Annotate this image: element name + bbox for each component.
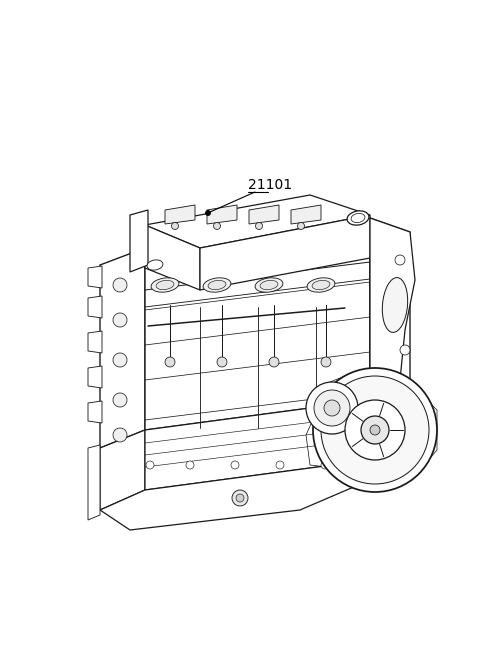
Circle shape (345, 400, 405, 460)
Ellipse shape (255, 278, 283, 292)
Ellipse shape (307, 278, 335, 292)
Circle shape (113, 278, 127, 292)
Ellipse shape (347, 211, 369, 225)
Circle shape (214, 223, 220, 229)
Polygon shape (145, 218, 370, 430)
Circle shape (361, 416, 389, 444)
Polygon shape (130, 210, 148, 272)
Polygon shape (88, 401, 102, 423)
Circle shape (255, 223, 263, 229)
Circle shape (321, 357, 331, 367)
Polygon shape (207, 205, 237, 224)
Circle shape (269, 357, 279, 367)
Circle shape (186, 461, 194, 469)
Circle shape (217, 357, 227, 367)
Circle shape (113, 353, 127, 367)
Polygon shape (145, 225, 200, 290)
Circle shape (165, 357, 175, 367)
Polygon shape (145, 195, 370, 248)
Circle shape (321, 376, 429, 484)
Circle shape (231, 461, 239, 469)
Ellipse shape (312, 280, 330, 290)
Circle shape (395, 255, 405, 265)
Polygon shape (100, 460, 370, 530)
Ellipse shape (151, 278, 179, 292)
Polygon shape (100, 430, 145, 510)
Circle shape (146, 461, 154, 469)
Ellipse shape (382, 278, 408, 333)
Polygon shape (145, 400, 370, 490)
Circle shape (113, 313, 127, 327)
Polygon shape (165, 205, 195, 224)
Circle shape (400, 345, 410, 355)
Circle shape (321, 461, 329, 469)
Ellipse shape (260, 280, 278, 290)
Polygon shape (249, 205, 279, 224)
Circle shape (314, 390, 350, 426)
Polygon shape (88, 366, 102, 388)
Polygon shape (88, 296, 102, 318)
Polygon shape (100, 248, 145, 448)
Ellipse shape (156, 280, 174, 290)
Text: 21101: 21101 (248, 178, 292, 192)
Circle shape (236, 494, 244, 502)
Circle shape (113, 428, 127, 442)
Polygon shape (370, 218, 410, 415)
Circle shape (276, 461, 284, 469)
Circle shape (205, 210, 211, 215)
Circle shape (313, 368, 437, 492)
Circle shape (393, 385, 403, 395)
Ellipse shape (147, 260, 163, 270)
Polygon shape (88, 266, 102, 288)
Polygon shape (291, 205, 321, 224)
Ellipse shape (351, 214, 365, 223)
Circle shape (113, 393, 127, 407)
Polygon shape (370, 218, 415, 400)
Circle shape (298, 223, 304, 229)
Polygon shape (200, 215, 370, 290)
Ellipse shape (208, 280, 226, 290)
Circle shape (232, 490, 248, 506)
Circle shape (361, 461, 369, 469)
Circle shape (171, 223, 179, 229)
Polygon shape (88, 331, 102, 353)
Circle shape (306, 382, 358, 434)
Circle shape (370, 425, 380, 435)
Polygon shape (88, 445, 100, 520)
Circle shape (324, 400, 340, 416)
Ellipse shape (203, 278, 231, 292)
